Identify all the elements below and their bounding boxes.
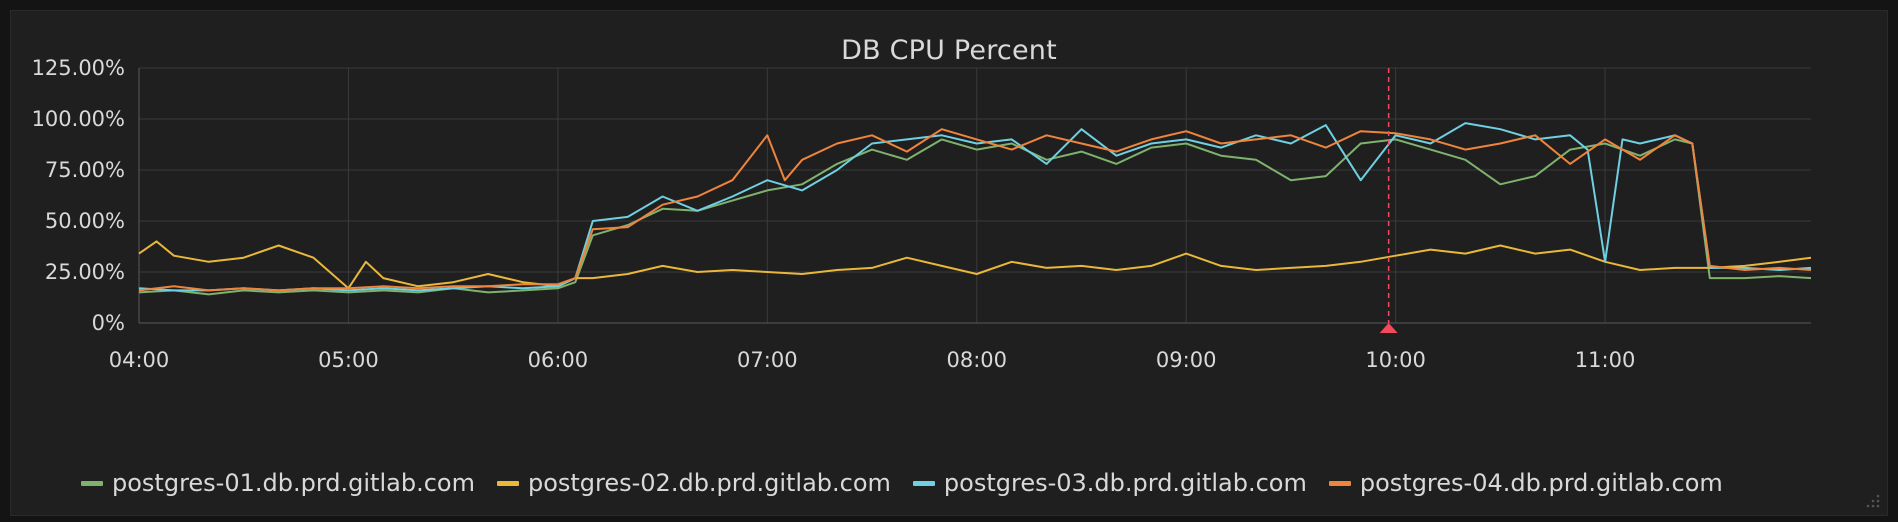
series-line-2[interactable] <box>138 240 1812 290</box>
legend-item[interactable]: postgres-01.db.prd.gitlab.com <box>81 469 475 497</box>
y-tick-label: 50.00% <box>45 209 125 233</box>
x-tick-label: 09:00 <box>1156 348 1217 372</box>
y-tick-label: 75.00% <box>45 158 125 182</box>
legend-item[interactable]: postgres-04.db.prd.gitlab.com <box>1328 469 1723 497</box>
resize-handle-icon[interactable] <box>1863 491 1881 509</box>
legend-swatch <box>81 480 103 486</box>
y-tick-label: 100.00% <box>32 107 125 131</box>
y-tick-label: 25.00% <box>45 260 125 284</box>
x-tick-label: 05:00 <box>318 348 379 372</box>
legend-label: postgres-03.db.prd.gitlab.com <box>943 469 1307 497</box>
series-line-3[interactable] <box>138 122 1812 292</box>
x-tick-label: 07:00 <box>737 348 798 372</box>
graph-panel: DB CPU Percent 0% 25.00% 50.00% 75.00% 100.0… <box>10 10 1888 516</box>
legend-swatch <box>1328 480 1351 486</box>
legend-item[interactable]: postgres-03.db.prd.gitlab.com <box>912 469 1307 497</box>
legend-swatch <box>496 480 519 486</box>
x-tick-label: 04:00 <box>109 348 170 372</box>
x-tick-label: 08:00 <box>946 348 1007 372</box>
legend-label: postgres-01.db.prd.gitlab.com <box>112 469 475 497</box>
line-chart[interactable]: 0% 25.00% 50.00% 75.00% 100.00% 125.00% 04:00… <box>11 11 1889 517</box>
series-line-1[interactable] <box>138 138 1812 296</box>
series-line-4[interactable] <box>138 128 1812 292</box>
legend-item[interactable]: postgres-02.db.prd.gitlab.com <box>496 469 891 497</box>
x-tick-label: 06:00 <box>528 348 589 372</box>
x-tick-label: 11:00 <box>1575 348 1636 372</box>
legend-label: postgres-02.db.prd.gitlab.com <box>527 469 891 497</box>
x-tick-label: 10:00 <box>1365 348 1426 372</box>
panel-title[interactable]: DB CPU Percent <box>841 35 1057 66</box>
legend-label: postgres-04.db.prd.gitlab.com <box>1359 469 1723 497</box>
annotation-marker-icon[interactable] <box>1379 323 1398 333</box>
y-tick-label: 125.00% <box>32 56 125 80</box>
legend: postgres-01.db.prd.gitlab.com postgres-02… <box>81 469 1723 497</box>
legend-swatch <box>912 480 935 486</box>
y-tick-label: 0% <box>92 311 125 335</box>
